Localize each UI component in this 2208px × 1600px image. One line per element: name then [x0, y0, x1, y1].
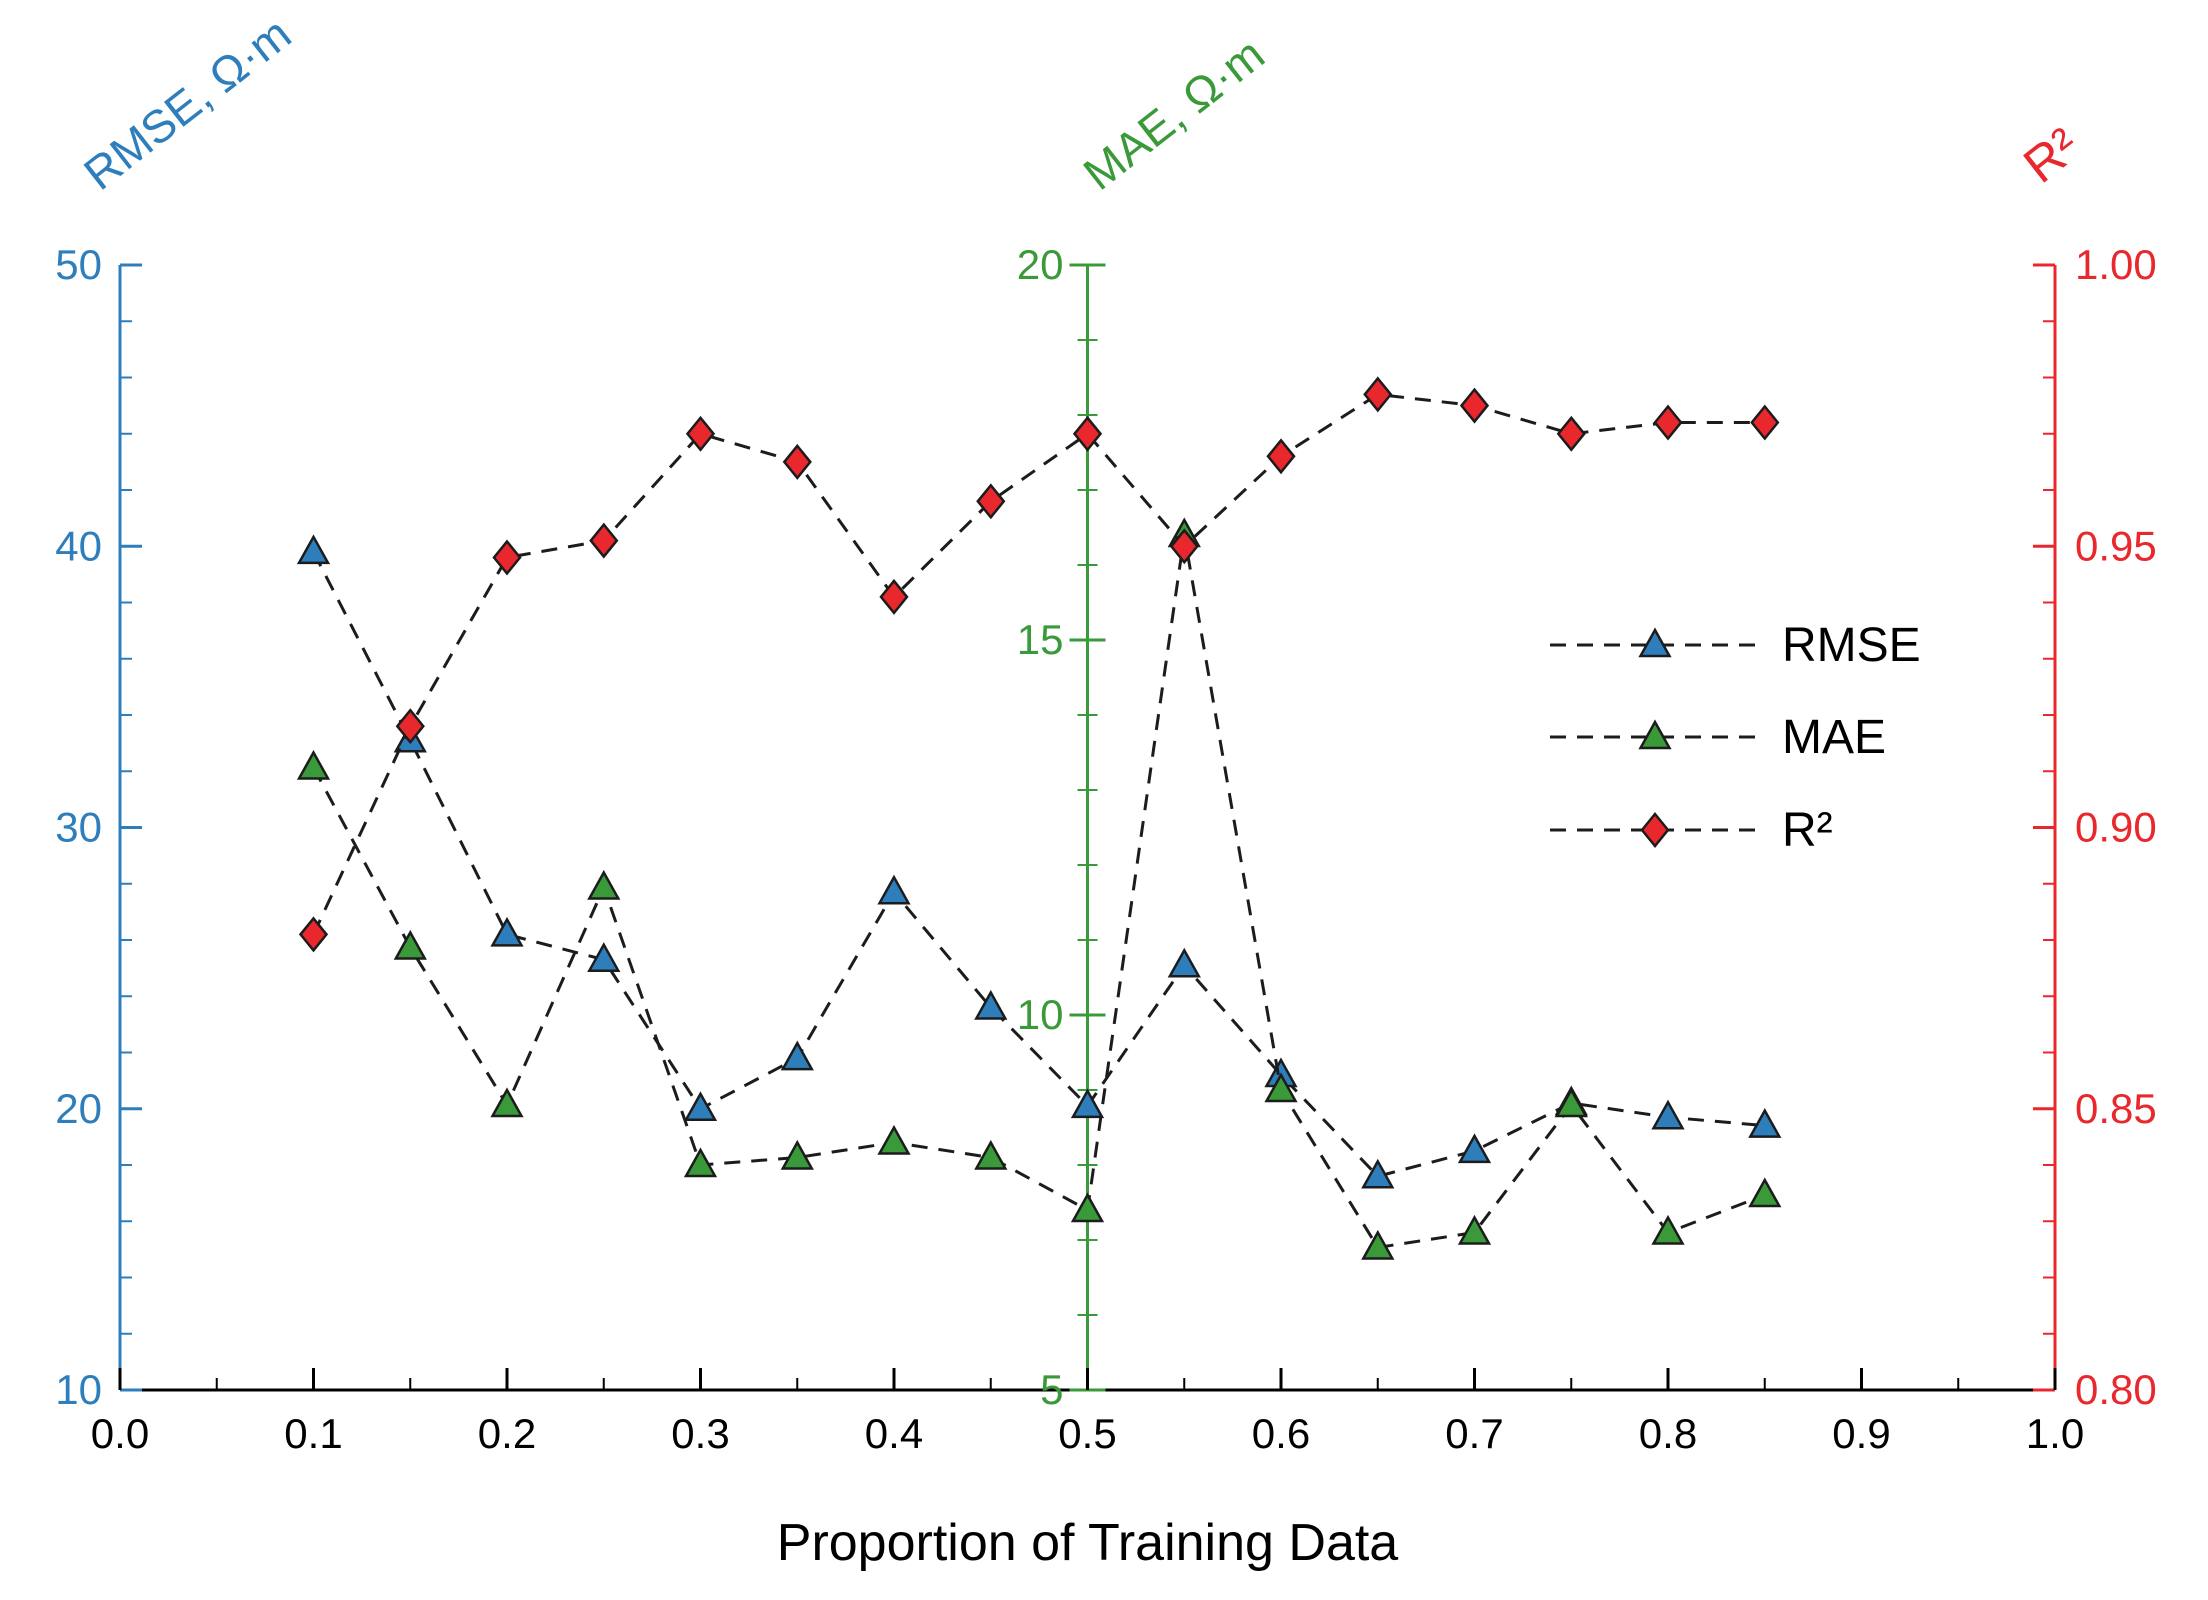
data-point-marker	[296, 534, 331, 565]
x-axis-tick-label: 0.2	[478, 1410, 536, 1457]
series-mae	[296, 517, 1782, 1260]
data-point-marker	[877, 1124, 911, 1155]
data-point-marker	[1361, 1229, 1395, 1260]
data-point-marker	[683, 1091, 718, 1122]
left-axis-tick-label: 30	[55, 804, 102, 851]
data-point-marker	[1167, 947, 1201, 978]
data-point-marker	[780, 1040, 814, 1071]
left-axis-title: RMSE, Ω·m	[74, 7, 300, 200]
x-axis-tick-label: 0.1	[284, 1410, 342, 1457]
data-point-marker	[1653, 404, 1683, 441]
data-point-marker	[1070, 1192, 1105, 1223]
middle-axis-title: MAE, Ω·m	[1074, 28, 1274, 200]
right-axis-tick-label: 0.90	[2075, 804, 2157, 851]
x-axis-tick-label: 0.8	[1639, 1410, 1697, 1457]
data-point-marker	[492, 539, 522, 576]
right-axis-tick-label: 1.00	[2075, 241, 2157, 288]
x-axis-tick-label: 0.5	[1058, 1410, 1116, 1457]
right-axis-tick-label: 0.95	[2075, 522, 2157, 569]
legend-marker	[1638, 719, 1672, 750]
data-point-marker	[974, 989, 1008, 1020]
middle-axis-tick-label: 15	[1017, 616, 1064, 663]
legend-entry-mae: MAE	[1550, 711, 1886, 764]
right-axis-tick-label: 0.80	[2075, 1366, 2157, 1413]
data-point-marker	[296, 749, 331, 780]
left-axis-tick-label: 20	[55, 1085, 102, 1132]
data-point-marker	[587, 942, 621, 972]
legend-label: RMSE	[1782, 619, 1921, 672]
data-point-marker	[1266, 438, 1296, 475]
data-point-marker	[1070, 1088, 1105, 1119]
right-axis-tick-label: 0.85	[2075, 1085, 2157, 1132]
data-point-marker	[974, 1139, 1008, 1170]
data-point-marker	[877, 874, 911, 905]
x-axis-tick-label: 0.0	[91, 1410, 149, 1457]
legend-marker	[1640, 812, 1670, 848]
x-axis-tick-label: 1.0	[2026, 1410, 2084, 1457]
series-line	[312, 392, 1765, 936]
data-point-marker	[1651, 1214, 1685, 1245]
data-point-marker	[1651, 1099, 1685, 1130]
data-point-marker	[1748, 1177, 1782, 1208]
data-point-marker	[683, 1147, 718, 1178]
legend-entry-rmse: RMSE	[1550, 619, 1921, 672]
data-point-marker	[1363, 376, 1393, 413]
data-point-marker	[879, 578, 909, 615]
data-point-marker	[490, 916, 524, 947]
left-axis-tick-label: 40	[55, 522, 102, 569]
data-point-marker	[1457, 1133, 1492, 1164]
legend-marker	[1638, 627, 1672, 658]
data-point-marker	[1457, 1214, 1492, 1245]
data-point-marker	[1556, 415, 1586, 452]
data-point-marker	[780, 1139, 814, 1170]
data-point-marker	[589, 522, 619, 559]
data-point-marker	[298, 916, 329, 953]
left-axis-tick-label: 10	[55, 1366, 102, 1413]
x-axis-tick-label: 0.9	[1832, 1410, 1890, 1457]
middle-axis-tick-label: 5	[1040, 1366, 1063, 1413]
x-axis-tick-label: 0.3	[671, 1410, 729, 1457]
data-point-marker	[587, 869, 621, 900]
series-r	[298, 376, 1780, 953]
left-axis-tick-label: 50	[55, 241, 102, 288]
legend-entry-r: R²	[1550, 804, 1833, 857]
x-axis-tick-label: 0.4	[865, 1410, 923, 1457]
data-point-marker	[395, 708, 425, 745]
middle-axis-tick-label: 10	[1017, 991, 1064, 1038]
data-point-marker	[685, 415, 716, 452]
x-axis-tick-label: 0.6	[1252, 1410, 1310, 1457]
data-point-marker	[393, 929, 427, 960]
data-point-marker	[1072, 415, 1103, 452]
series-line	[312, 534, 1766, 1250]
legend-label: MAE	[1782, 711, 1886, 764]
x-axis-title: Proportion of Training Data	[777, 1514, 1399, 1572]
data-point-marker	[1361, 1158, 1395, 1189]
data-point-marker	[782, 443, 812, 480]
data-point-marker	[1169, 528, 1199, 565]
legend-label: R²	[1782, 804, 1833, 857]
data-point-marker	[1459, 387, 1490, 424]
middle-axis-tick-label: 20	[1017, 241, 1064, 288]
data-point-marker	[1264, 1072, 1298, 1103]
data-point-marker	[1750, 404, 1780, 441]
right-axis-title: R²	[2013, 117, 2089, 194]
data-point-marker	[490, 1087, 524, 1118]
series-line	[312, 551, 1765, 1178]
x-axis-tick-label: 0.7	[1445, 1410, 1503, 1457]
data-point-marker	[1554, 1087, 1588, 1118]
data-point-marker	[976, 483, 1006, 520]
data-point-marker	[1748, 1108, 1782, 1138]
